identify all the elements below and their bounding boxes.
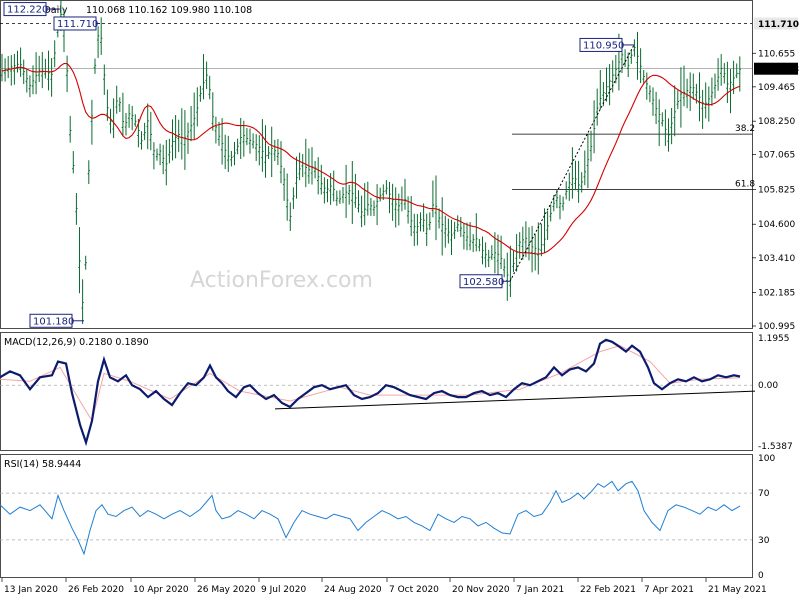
price-grid: 38.2 61.8 xyxy=(0,23,755,190)
macd-line xyxy=(0,338,741,447)
fib-label-38-2: 38.2 xyxy=(735,124,755,134)
x-tick-label: 21 May 2021 xyxy=(708,585,767,595)
macd-panel: MACD(12,26,9) 0.2180 0.1890 1.1955 0.00 -1… xyxy=(0,332,793,452)
macd-y-tick-label: 0.00 xyxy=(758,381,778,391)
price-annotations: 112.220 111.710 101.180 110.950 102.580 xyxy=(3,2,634,328)
x-axis: 13 Jan 2020 26 Feb 2020 10 Apr 2020 26 May … xyxy=(1,578,767,595)
macd-trendline xyxy=(274,390,756,410)
price-y-axis: 110.655 109.465 108.250 107.065 105.825 104.6… xyxy=(752,17,799,332)
rsi-panel: RSI(14) 58.9444 100 70 30 0 xyxy=(0,454,775,581)
rally-trendline xyxy=(509,44,635,282)
rsi-y-axis: 100 70 30 0 xyxy=(758,454,775,581)
macd-plot-area xyxy=(0,332,753,451)
price-y-tick-label: 104.600 xyxy=(758,220,795,230)
macd-title: MACD(12,26,9) 0.2180 0.1890 xyxy=(4,337,149,348)
rsi-level-lines xyxy=(0,492,752,541)
macd-y-axis: 1.1955 0.00 -1.5387 xyxy=(758,334,793,452)
x-tick-label: 22 Feb 2021 xyxy=(580,585,636,595)
price-y-tick-label: 108.250 xyxy=(758,117,795,127)
price-y-tick-label: 105.825 xyxy=(758,186,795,196)
rsi-y-tick-label: 0 xyxy=(758,571,764,581)
x-tick-label: 9 Jul 2020 xyxy=(261,585,306,595)
macd-y-tick-label: -1.5387 xyxy=(758,442,793,452)
rsi-title: RSI(14) 58.9444 xyxy=(4,459,81,470)
x-tick-label: 24 Aug 2020 xyxy=(324,585,382,595)
watermark: ActionForex.com xyxy=(190,268,373,293)
annotation-label: 112.220 xyxy=(7,5,48,16)
x-tick-label: 26 Feb 2020 xyxy=(68,585,124,595)
fib-label-61-8: 61.8 xyxy=(735,179,755,189)
price-y-tick-label: 109.465 xyxy=(758,83,795,93)
price-candles xyxy=(0,0,741,324)
x-tick-label: 13 Jan 2020 xyxy=(4,585,58,595)
rsi-y-tick-label: 70 xyxy=(758,489,770,499)
current-price-axis-label-text: 110.108 xyxy=(758,65,799,75)
annotation-label: 110.950 xyxy=(583,40,624,51)
macd-y-tick-label: 1.1955 xyxy=(758,334,790,344)
price-y-tick-label: 102.185 xyxy=(758,288,795,298)
rsi-plot-area xyxy=(0,454,753,578)
x-tick-label: 20 Nov 2020 xyxy=(452,585,510,595)
x-tick-label: 7 Apr 2021 xyxy=(644,585,694,595)
rsi-y-tick-label: 30 xyxy=(758,536,770,546)
moving-average-line xyxy=(1,62,741,255)
price-y-tick-label: 103.410 xyxy=(758,254,795,264)
annotation-label: 111.710 xyxy=(57,19,98,30)
resistance-axis-label-box xyxy=(754,17,798,30)
price-y-tick-label: 100.995 xyxy=(758,322,795,332)
current-price-axis-label-box xyxy=(754,62,798,75)
x-tick-label: 7 Jan 2021 xyxy=(516,585,564,595)
rsi-y-tick-label: 100 xyxy=(758,454,775,464)
rsi-line xyxy=(0,480,741,556)
price-panel: USDJPY,Daily 110.068 110.162 109.980 110… xyxy=(0,0,799,332)
price-y-tick-label: 107.065 xyxy=(758,151,795,161)
ohlc-readout: 110.068 110.162 109.980 110.108 xyxy=(86,5,252,16)
x-tick-label: 26 May 2020 xyxy=(197,585,256,595)
x-tick-label: 7 Oct 2020 xyxy=(389,585,439,595)
annotation-label: 101.180 xyxy=(33,316,74,327)
annotation-label: 102.580 xyxy=(463,277,504,288)
price-y-tick-label: 110.655 xyxy=(758,49,795,59)
price-plot-area xyxy=(0,0,753,329)
resistance-axis-label-text: 111.710 xyxy=(758,20,799,30)
x-tick-label: 10 Apr 2020 xyxy=(133,585,189,595)
